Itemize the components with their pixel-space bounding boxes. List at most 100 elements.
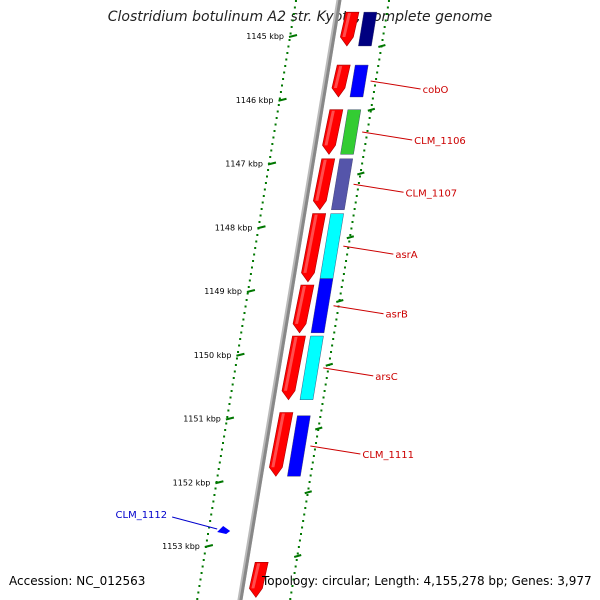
- cds-block[interactable]: [310, 278, 334, 334]
- outer-tick: [325, 362, 334, 367]
- forward-gene-highlight: [303, 214, 318, 273]
- scale-tick-label: 1151 kbp: [183, 415, 221, 424]
- reverse-gene-arrow[interactable]: [217, 525, 231, 534]
- outer-tick: [314, 426, 323, 431]
- gene-label[interactable]: arsC: [375, 372, 397, 383]
- outer-dot: [301, 526, 304, 529]
- map-title: Clostridium botulinum A2 str. Kyoto, com…: [107, 9, 493, 25]
- gc-dot: [245, 299, 248, 301]
- outer-dot: [330, 351, 333, 353]
- outer-dot: [368, 117, 371, 119]
- gc-dot: [229, 396, 232, 399]
- outer-dot: [360, 169, 363, 171]
- gc-dot: [276, 110, 279, 113]
- scale-tick: [257, 225, 266, 230]
- outer-dot: [305, 500, 308, 503]
- gene-label[interactable]: cobO: [423, 85, 449, 96]
- outer-dot: [345, 260, 348, 262]
- outer-dot: [339, 292, 342, 295]
- gc-dot: [279, 91, 282, 93]
- outer-dot: [312, 455, 315, 457]
- outer-dot: [307, 487, 310, 490]
- outer-dot: [298, 539, 301, 542]
- gc-dot: [282, 78, 285, 80]
- gc-dot: [264, 182, 267, 184]
- forward-gene-highlight: [251, 563, 261, 589]
- outer-dot: [352, 214, 355, 217]
- outer-dot: [356, 188, 359, 191]
- outer-dot: [325, 377, 328, 379]
- gc-dot: [218, 461, 221, 464]
- outer-dot: [353, 208, 356, 210]
- gc-dot: [211, 507, 214, 509]
- forward-gene-arrow[interactable]: [340, 11, 360, 47]
- outer-dot: [386, 6, 389, 9]
- gc-dot: [270, 149, 273, 152]
- gene-label[interactable]: asrA: [395, 250, 417, 261]
- outer-dot: [358, 175, 361, 178]
- gene-label-leader: [370, 80, 421, 90]
- gene-label-leader: [343, 245, 394, 255]
- gc-dot: [254, 247, 257, 249]
- gc-dot: [278, 97, 281, 100]
- outer-dot: [322, 396, 325, 399]
- scale-tick-label: 1145 kbp: [246, 32, 284, 41]
- outer-dot: [384, 19, 387, 22]
- outer-dot: [304, 507, 307, 509]
- outer-dot: [379, 52, 382, 54]
- outer-dot: [351, 221, 354, 223]
- gc-dot: [277, 104, 280, 106]
- topology-text: Topology: circular; Length: 4,155,278 bp…: [262, 574, 592, 588]
- gc-dot: [235, 357, 238, 360]
- gc-dot: [285, 58, 288, 61]
- outer-dot: [311, 461, 314, 464]
- gc-dot: [201, 565, 204, 568]
- cds-block[interactable]: [340, 109, 362, 155]
- gc-dot: [262, 195, 265, 197]
- scale-tick-label: 1152 kbp: [173, 478, 211, 487]
- gc-dot: [289, 32, 292, 35]
- gc-dot: [252, 260, 255, 262]
- outer-dot: [334, 325, 337, 327]
- cds-block[interactable]: [331, 158, 353, 210]
- gc-dot: [210, 513, 213, 516]
- forward-gene-track: [249, 11, 360, 598]
- forward-gene-arrow[interactable]: [331, 64, 351, 98]
- scale-tick: [288, 34, 298, 38]
- cds-block[interactable]: [299, 335, 324, 400]
- cds-block[interactable]: [349, 64, 369, 98]
- cds-track: [287, 11, 378, 477]
- outer-dot: [365, 136, 368, 139]
- cds-block[interactable]: [287, 415, 311, 477]
- gene-label[interactable]: CLM_1111: [362, 450, 414, 461]
- scale-tick: [278, 97, 287, 102]
- outer-dot: [321, 403, 324, 405]
- outer-dot: [363, 149, 366, 152]
- outer-dot: [289, 598, 292, 600]
- gc-dot: [253, 253, 256, 256]
- gene-label[interactable]: asrB: [386, 310, 408, 321]
- outer-tick: [378, 44, 386, 48]
- forward-gene-highlight: [333, 66, 343, 88]
- gc-dot: [225, 422, 228, 425]
- gc-dot: [223, 435, 226, 438]
- forward-gene-arrow[interactable]: [249, 562, 269, 598]
- scale-tick-label: 1149 kbp: [204, 287, 242, 296]
- gene-label-leader: [362, 131, 413, 141]
- forward-gene-highlight: [295, 286, 306, 324]
- outer-dot: [383, 26, 386, 28]
- outer-dot: [340, 286, 343, 288]
- outer-dot: [308, 481, 311, 483]
- outer-dot: [335, 318, 338, 321]
- outer-dot: [323, 390, 326, 392]
- gc-dot: [290, 26, 293, 28]
- gc-dot: [196, 598, 199, 600]
- gene-label[interactable]: CLM_1107: [406, 188, 458, 199]
- gene-label[interactable]: CLM_1112: [116, 510, 168, 521]
- gc-dot: [228, 403, 231, 405]
- gc-dot: [281, 84, 284, 87]
- cds-block[interactable]: [358, 11, 378, 47]
- gene-label[interactable]: CLM_1106: [414, 136, 466, 147]
- outer-dot: [375, 78, 378, 80]
